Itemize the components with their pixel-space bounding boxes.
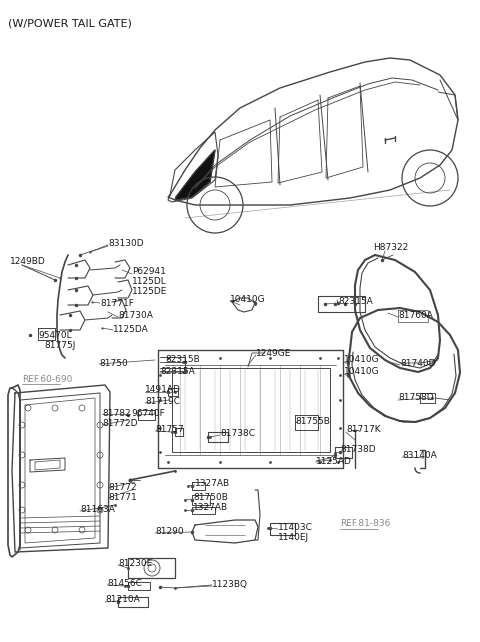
Text: 95470L: 95470L [38, 331, 72, 340]
Text: 81730A: 81730A [118, 311, 153, 320]
Text: 81772D: 81772D [102, 419, 137, 428]
Text: 81758D: 81758D [398, 394, 433, 403]
Text: P62941: P62941 [132, 266, 166, 275]
Text: 1123BQ: 1123BQ [212, 580, 248, 589]
Text: 81771F: 81771F [100, 299, 134, 308]
Text: 81782: 81782 [102, 408, 131, 417]
Text: 81775J: 81775J [44, 342, 75, 351]
Text: 81740D: 81740D [400, 358, 435, 367]
Text: 81717K: 81717K [346, 426, 381, 435]
Text: 1249GE: 1249GE [256, 349, 291, 358]
Text: 1327AB: 1327AB [193, 503, 228, 512]
Text: 1125AD: 1125AD [316, 456, 352, 465]
Text: 10410G: 10410G [344, 367, 380, 376]
Text: 1249BD: 1249BD [10, 257, 46, 266]
Text: 82315A: 82315A [338, 297, 373, 306]
Text: H87322: H87322 [373, 243, 408, 252]
Text: 96740F: 96740F [131, 408, 165, 417]
Text: 81719C: 81719C [145, 397, 180, 406]
Text: 83140A: 83140A [402, 451, 437, 460]
Text: 81230E: 81230E [118, 559, 152, 568]
Text: 1125DA: 1125DA [113, 325, 149, 334]
Text: 1125DE: 1125DE [132, 286, 168, 295]
Text: 81456C: 81456C [107, 580, 142, 589]
Polygon shape [175, 150, 215, 200]
Text: 82315B: 82315B [165, 356, 200, 365]
Text: 1327AB: 1327AB [195, 478, 230, 487]
Text: 81772: 81772 [108, 483, 137, 492]
Text: 1491AD: 1491AD [145, 385, 181, 394]
Text: REF.60-690: REF.60-690 [22, 374, 72, 383]
Text: (W/POWER TAIL GATE): (W/POWER TAIL GATE) [8, 18, 132, 28]
Text: 81290: 81290 [155, 526, 184, 535]
Text: 10410G: 10410G [344, 356, 380, 365]
Text: 81757: 81757 [155, 426, 184, 435]
Text: 11403C: 11403C [278, 523, 313, 532]
Text: 81750B: 81750B [193, 492, 228, 501]
Text: 83130D: 83130D [108, 238, 144, 248]
Text: 81738D: 81738D [340, 446, 376, 455]
Text: 81771: 81771 [108, 492, 137, 501]
Text: 81755B: 81755B [295, 417, 330, 426]
Text: 10410G: 10410G [230, 295, 265, 304]
Text: REF.81-836: REF.81-836 [340, 519, 390, 528]
Text: 81163A: 81163A [80, 505, 115, 514]
Text: 1125DL: 1125DL [132, 277, 167, 286]
Text: 81750: 81750 [99, 358, 128, 367]
Text: 82315A: 82315A [160, 367, 195, 376]
Text: 81738C: 81738C [220, 429, 255, 438]
Text: 1140EJ: 1140EJ [278, 532, 309, 541]
Text: 81760A: 81760A [398, 311, 433, 320]
Text: 81210A: 81210A [105, 596, 140, 605]
